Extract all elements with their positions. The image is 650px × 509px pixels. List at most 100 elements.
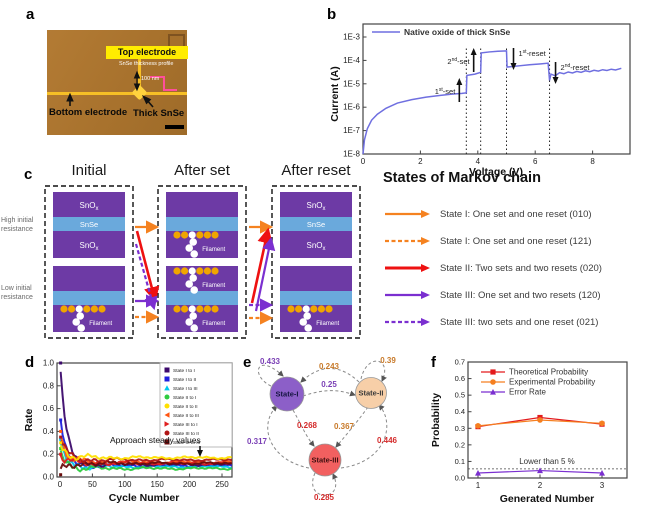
svg-text:0.0: 0.0	[455, 474, 465, 483]
svg-text:100: 100	[118, 480, 132, 489]
legend-item-state3-dashed: State III: two sets and one reset (021)	[383, 316, 598, 328]
filament-dot	[303, 312, 312, 320]
svg-text:0.0: 0.0	[43, 473, 55, 482]
row-label-low-resistance: Low initial resistance	[1, 285, 33, 302]
device-stack: SnOx SnSe SnOx	[280, 192, 352, 258]
device-stack: Filament	[280, 266, 352, 332]
transition-arc	[257, 364, 284, 387]
svg-text:150: 150	[151, 480, 165, 489]
filament-dot	[185, 244, 193, 252]
filament-dot	[185, 318, 193, 326]
filament-dot	[173, 267, 181, 275]
svg-text:1E-8: 1E-8	[343, 150, 360, 159]
filament-dot	[196, 267, 204, 275]
transition-arc	[302, 390, 356, 397]
thickness-profile-label: SnSe thickness profile	[119, 61, 174, 67]
bottom-electrode-label: Bottom electrode	[49, 107, 128, 118]
legend-text: State I: One set and one reset (121)	[440, 235, 592, 247]
svg-text:Generated Number: Generated Number	[500, 493, 595, 505]
red-solid-arrow-icon	[385, 264, 430, 272]
filament-dot	[173, 231, 181, 239]
filament-dot	[211, 267, 219, 275]
filament-dot	[196, 305, 204, 313]
svg-text:50: 50	[88, 480, 97, 489]
filament-dot	[188, 267, 196, 275]
filament-dot	[196, 231, 204, 239]
svg-text:Current (A): Current (A)	[329, 66, 341, 121]
svg-text:State III to I: State III to I	[173, 422, 198, 428]
filament-dot	[203, 267, 211, 275]
transition-arc	[267, 405, 310, 469]
transition-arc	[300, 368, 360, 383]
oxide-layer-label: SnOx	[306, 201, 325, 212]
filament-label: Filament	[202, 283, 225, 289]
svg-text:2: 2	[538, 481, 543, 490]
svg-text:0.2: 0.2	[43, 450, 55, 459]
svg-text:0.7: 0.7	[455, 358, 465, 367]
svg-text:0.2: 0.2	[455, 440, 465, 449]
markov-legend-title: States of Markov chain	[383, 170, 541, 186]
purple-dashed-arrow-icon	[385, 318, 430, 326]
thickness-value-label: 100 nm	[141, 76, 160, 82]
svg-text:Cycle Number: Cycle Number	[109, 492, 180, 504]
svg-text:8: 8	[590, 157, 595, 166]
filament-dot	[181, 267, 189, 275]
transition-probability: 0.446	[377, 436, 398, 445]
svg-text:1E-5: 1E-5	[343, 79, 360, 88]
filament-dot	[72, 318, 80, 326]
svg-text:State II to II: State II to II	[173, 404, 198, 410]
device-stack: Filament	[53, 266, 125, 332]
top-electrode-line	[138, 59, 141, 93]
bottom-electrode-arrow	[66, 92, 74, 106]
filament-dot	[310, 305, 318, 313]
snse-layer-label: SnSe	[80, 220, 98, 229]
svg-text:0.6: 0.6	[43, 404, 55, 413]
iv-curve	[362, 50, 622, 155]
svg-text:Theoretical Probability: Theoretical Probability	[509, 368, 588, 377]
event-annotation: 2nd-reset	[561, 63, 591, 72]
legend-text: State III: One set and two resets (120)	[440, 289, 601, 301]
oxide-layer-label: SnOx	[79, 241, 98, 252]
filament-dot	[211, 231, 219, 239]
oxide-layer-label: SnOx	[79, 201, 98, 212]
filament-dot	[83, 305, 91, 313]
filament-label: Filament	[316, 321, 339, 327]
transition-probability: 0.39	[380, 356, 396, 365]
svg-text:State I to III: State I to III	[173, 386, 198, 392]
panel-b-label: b	[327, 6, 337, 23]
svg-text:State II to III: State II to III	[173, 413, 199, 419]
svg-text:4: 4	[476, 157, 481, 166]
svg-text:1E-4: 1E-4	[343, 56, 360, 65]
panel-d-label: d	[25, 354, 35, 371]
steady-annotation: Approach steady values	[110, 435, 201, 445]
thick-snse-arrow	[141, 94, 154, 108]
filament-dot	[185, 280, 193, 288]
filament-dot	[211, 305, 219, 313]
filament-dot	[287, 305, 295, 313]
svg-text:0.4: 0.4	[43, 427, 55, 436]
transition-probability: 0.25	[321, 380, 337, 389]
state-node	[269, 376, 305, 412]
transition-arrow	[135, 230, 160, 303]
filament-dot	[189, 274, 197, 282]
device-stack: SnOx SnSe SnOx	[53, 192, 125, 258]
purple-solid-arrow-icon	[385, 291, 430, 299]
svg-text:State I to I: State I to I	[173, 368, 195, 374]
transition-arc	[360, 360, 387, 382]
svg-text:250: 250	[215, 480, 229, 489]
filament-dot	[203, 305, 211, 313]
svg-text:0: 0	[361, 157, 366, 166]
threshold-annotation: Lower than 5 %	[519, 457, 575, 466]
state-node-label: State-II	[358, 389, 383, 398]
filament-dot	[60, 305, 68, 313]
event-annotation: 1st-reset	[519, 49, 547, 58]
svg-text:0: 0	[58, 480, 63, 489]
thick-snse-label: Thick SnSe	[133, 108, 185, 119]
filament-label: Filament	[202, 247, 225, 253]
transition-arc	[340, 404, 388, 469]
svg-text:Rate: Rate	[23, 408, 35, 431]
transition-probability: 0.317	[247, 437, 268, 446]
panel-f-label: f	[431, 354, 436, 371]
svg-text:Voltage (V): Voltage (V)	[469, 166, 523, 178]
